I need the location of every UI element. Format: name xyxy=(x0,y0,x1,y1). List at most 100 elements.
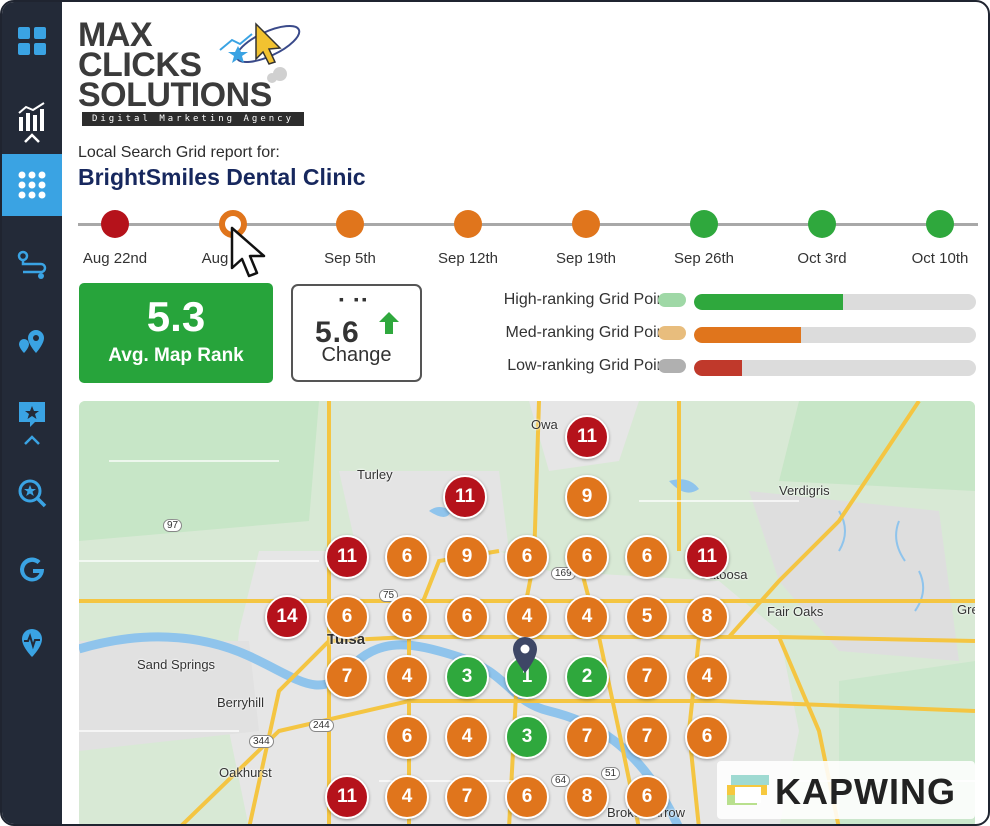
grid-point-med[interactable]: 9 xyxy=(445,535,489,579)
map-pin-icon[interactable] xyxy=(2,312,62,374)
grid-point-high[interactable]: 3 xyxy=(445,655,489,699)
grid-point-med[interactable]: 9 xyxy=(565,475,609,519)
grid-point-med[interactable]: 6 xyxy=(505,775,549,819)
grid-point-med[interactable]: 4 xyxy=(505,595,549,639)
map-label-fair-oaks: Fair Oaks xyxy=(767,604,824,619)
logo-cursor-art-icon xyxy=(219,22,301,83)
change-ghost-digits: ▪ ▪▪ xyxy=(339,291,370,307)
analytics-icon[interactable] xyxy=(2,86,62,148)
logo-tagline: Digital Marketing Agency xyxy=(82,112,304,126)
search-star-icon[interactable] xyxy=(2,462,62,524)
timeline-track xyxy=(78,223,978,226)
grid-point-med[interactable]: 4 xyxy=(685,655,729,699)
logo-line-2: CLICKS xyxy=(78,46,202,84)
grid-point-med[interactable]: 6 xyxy=(385,595,429,639)
business-name: BrightSmiles Dental Clinic xyxy=(78,164,366,190)
google-icon[interactable] xyxy=(2,538,62,600)
grid-point-low[interactable]: 11 xyxy=(325,775,369,819)
legend-progress-bar xyxy=(694,327,976,343)
timeline-dot[interactable] xyxy=(572,210,600,238)
star-review-icon[interactable] xyxy=(2,384,62,446)
timeline-date-label[interactable]: Oct 3rd xyxy=(797,250,847,267)
report-label: Local Search Grid report for: xyxy=(78,144,280,161)
grid-point-med[interactable]: 6 xyxy=(325,595,369,639)
grid-icon[interactable] xyxy=(2,154,62,216)
grid-point-med[interactable]: 8 xyxy=(565,775,609,819)
arrow-up-icon xyxy=(379,312,399,334)
road-344: 344 xyxy=(249,735,274,748)
timeline-dot[interactable] xyxy=(690,210,718,238)
map-label-gre: Gre xyxy=(957,602,975,617)
map-label-sand-springs: Sand Springs xyxy=(137,657,216,672)
logo-line-1: MAX xyxy=(78,16,153,54)
grid-point-high[interactable]: 3 xyxy=(505,715,549,759)
grid-point-med[interactable]: 6 xyxy=(445,595,489,639)
grid-point-med[interactable]: 7 xyxy=(625,655,669,699)
business-location-pin-icon[interactable] xyxy=(513,637,537,673)
map-label-oakhurst: Oakhurst xyxy=(219,765,272,780)
grid-point-med[interactable]: 7 xyxy=(565,715,609,759)
legend-swatch xyxy=(658,326,686,340)
timeline-date-label[interactable]: Oct 10th xyxy=(911,250,969,267)
legend-row: Low-ranking Grid Points xyxy=(432,355,978,377)
health-location-icon[interactable] xyxy=(2,612,62,674)
map-label-verdigris: Verdigris xyxy=(779,483,830,498)
grid-point-med[interactable]: 4 xyxy=(385,655,429,699)
grid-point-med[interactable]: 4 xyxy=(565,595,609,639)
grid-point-high[interactable]: 2 xyxy=(565,655,609,699)
legend-swatch xyxy=(658,293,686,307)
legend-row: High-ranking Grid Points xyxy=(432,289,978,311)
grid-point-med[interactable]: 6 xyxy=(505,535,549,579)
grid-point-med[interactable]: 6 xyxy=(565,535,609,579)
grid-point-low[interactable]: 14 xyxy=(265,595,309,639)
timeline-date-label[interactable]: Sep 26th xyxy=(673,250,735,267)
grid-point-med[interactable]: 5 xyxy=(625,595,669,639)
timeline-date-label[interactable]: Sep 12th xyxy=(437,250,499,267)
grid-point-low[interactable]: 11 xyxy=(565,415,609,459)
timeline-dot[interactable] xyxy=(101,210,129,238)
legend-swatch xyxy=(658,359,686,373)
company-logo: MAX CLICKS SOLUTIONS Digital Marketing A… xyxy=(78,16,308,128)
grid-point-med[interactable]: 4 xyxy=(385,775,429,819)
timeline-dot[interactable] xyxy=(808,210,836,238)
legend-progress-fill xyxy=(694,327,801,343)
legend-progress-bar xyxy=(694,360,976,376)
road-51: 51 xyxy=(601,767,621,780)
avg-map-rank-card: 5.3 Avg. Map Rank xyxy=(79,283,273,383)
dashboard-icon[interactable] xyxy=(2,10,62,72)
grid-point-med[interactable]: 6 xyxy=(685,715,729,759)
timeline-dot[interactable] xyxy=(336,210,364,238)
grid-point-med[interactable]: 6 xyxy=(385,715,429,759)
timeline-date-label[interactable]: Sep 19th xyxy=(555,250,617,267)
grid-point-low[interactable]: 11 xyxy=(685,535,729,579)
kapwing-logo-icon xyxy=(727,775,769,805)
grid-point-med[interactable]: 6 xyxy=(625,535,669,579)
grid-point-med[interactable]: 8 xyxy=(685,595,729,639)
chevron-up-icon[interactable] xyxy=(22,434,42,446)
map-label-turley: Turley xyxy=(357,467,393,482)
map[interactable]: Owa Turley Verdigris Catoosa Fair Oaks Tulsa S… xyxy=(79,401,975,824)
grid-point-low[interactable]: 11 xyxy=(443,475,487,519)
route-icon[interactable] xyxy=(2,234,62,296)
legend-progress-fill xyxy=(694,360,742,376)
timeline-date-label[interactable]: Aug 22nd xyxy=(82,250,148,267)
timeline-dot[interactable] xyxy=(454,210,482,238)
grid-point-low[interactable]: 11 xyxy=(325,535,369,579)
grid-point-med[interactable]: 6 xyxy=(385,535,429,579)
grid-point-med[interactable]: 7 xyxy=(325,655,369,699)
timeline-dot[interactable] xyxy=(926,210,954,238)
kapwing-watermark: KAPWING xyxy=(717,761,975,819)
kapwing-watermark-text: KAPWING xyxy=(775,771,956,812)
timeline-date-label[interactable]: Aug xyxy=(201,250,229,267)
legend-progress-bar xyxy=(694,294,976,310)
grid-point-med[interactable]: 6 xyxy=(625,775,669,819)
legend-row: Med-ranking Grid Points xyxy=(432,322,978,344)
grid-point-med[interactable]: 4 xyxy=(445,715,489,759)
grid-point-med[interactable]: 7 xyxy=(445,775,489,819)
chevron-up-icon[interactable] xyxy=(22,132,42,144)
legend-label: High-ranking Grid Points xyxy=(503,291,678,308)
road-64: 64 xyxy=(551,774,571,787)
avg-map-rank-label: Avg. Map Rank xyxy=(108,345,244,366)
timeline-date-label[interactable]: Sep 5th xyxy=(324,250,376,267)
grid-point-med[interactable]: 7 xyxy=(625,715,669,759)
